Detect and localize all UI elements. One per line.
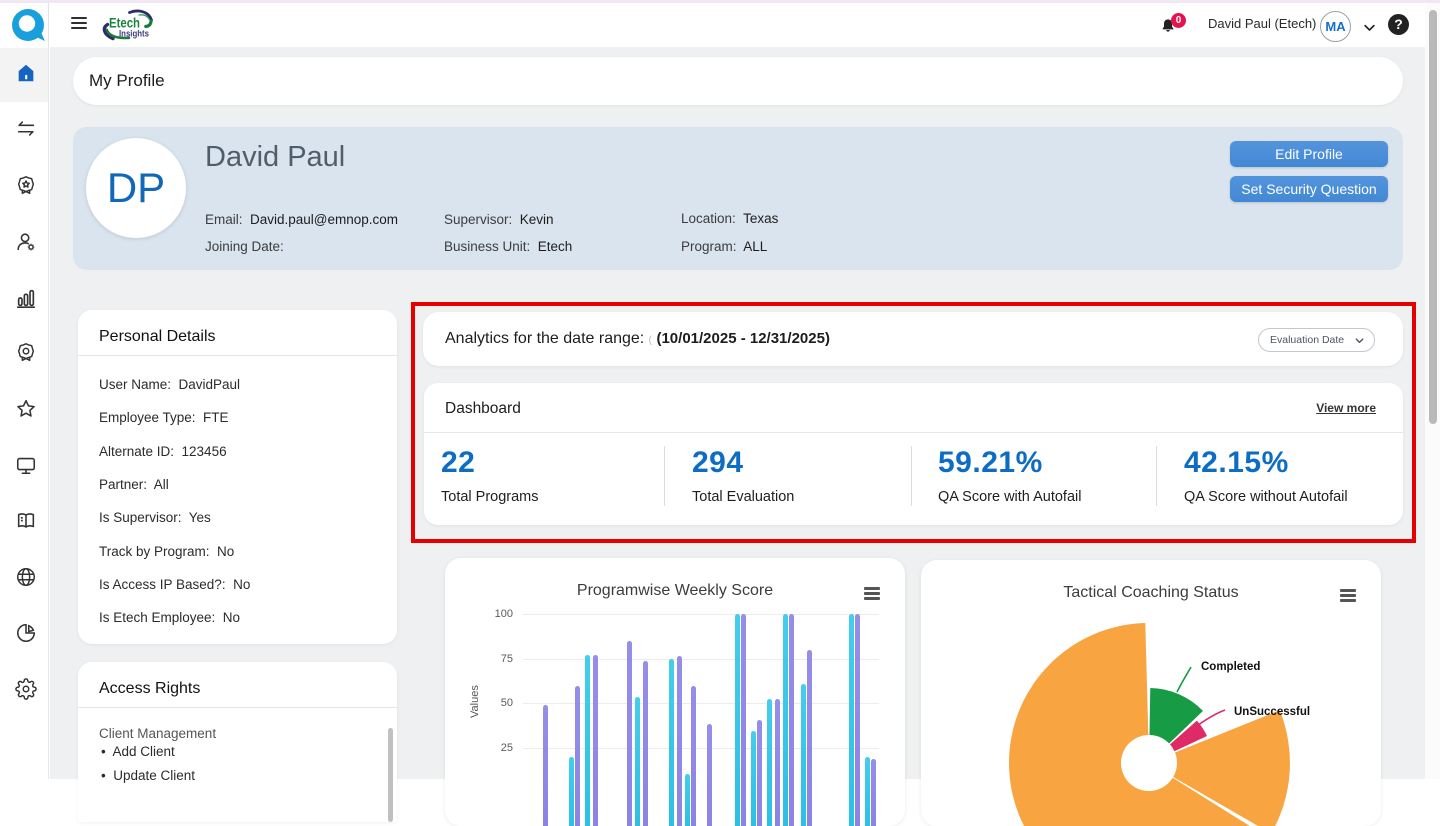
svg-text:Completed: Completed: [1201, 661, 1260, 673]
svg-text:Insights: Insights: [119, 28, 149, 39]
svg-text:Etech: Etech: [109, 16, 140, 31]
svg-text:UnSuccessful: UnSuccessful: [1234, 706, 1310, 718]
